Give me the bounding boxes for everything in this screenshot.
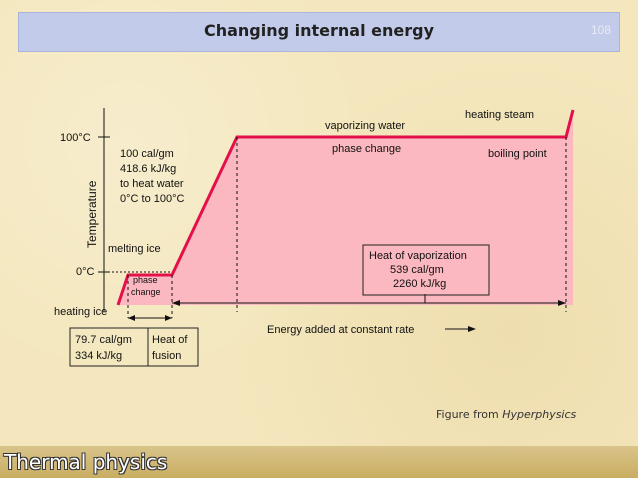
water-line-2: 418.6 kJ/kg (120, 163, 176, 175)
slide-number: 108 (590, 23, 611, 37)
arrowhead-right (558, 300, 566, 306)
footer-title: Thermal physics (4, 450, 168, 474)
credit-prefix: Figure from (436, 408, 503, 421)
heating-curve (116, 109, 575, 306)
energy-axis-arrowhead (468, 326, 476, 332)
figure-credit: Figure from Hyperphysics (436, 408, 576, 421)
y-tick-label-100: 100°C (60, 132, 91, 144)
energy-fill-area (118, 110, 573, 305)
arrowhead-melt-right (165, 315, 172, 321)
vapor-line-2: 539 cal/gm (390, 264, 444, 276)
fusion-box (69, 327, 199, 367)
vapor-line-1: Heat of vaporization (369, 250, 467, 262)
water-line-4: 0°C to 100°C (120, 193, 184, 205)
label-melting-ice: melting ice (108, 243, 161, 255)
slide-title: Changing internal energy (203, 21, 435, 40)
title-bar: Changing internal energy 108 (18, 12, 620, 52)
footer-bar: Thermal physics (0, 446, 638, 478)
label-vaporizing-water: vaporizing water (325, 120, 405, 132)
y-axis-label: Temperature (85, 180, 99, 248)
water-line-1: 100 cal/gm (120, 148, 174, 160)
y-tick-label-0: 0°C (76, 266, 95, 278)
vapor-line-3: 2260 kJ/kg (393, 278, 446, 290)
fusion-value-2: 334 kJ/kg (75, 350, 122, 362)
label-heating-steam: heating steam (465, 109, 534, 121)
label-heating-ice: heating ice (54, 306, 107, 318)
credit-source: Hyperphysics (502, 408, 577, 421)
arrowhead-left (172, 300, 180, 306)
fusion-label-1: Heat of (152, 334, 188, 346)
arrowhead-melt-left (128, 315, 135, 321)
label-phase-change: phase change (332, 143, 401, 155)
water-line-3: to heat water (120, 178, 184, 190)
label-phase: phase (133, 275, 158, 285)
label-boiling-point: boiling point (488, 148, 547, 160)
fusion-value-1: 79.7 cal/gm (75, 334, 132, 346)
x-axis-label: Energy added at constant rate (267, 324, 414, 336)
fusion-label-2: fusion (152, 350, 181, 362)
vaporization-box (362, 244, 490, 296)
label-change: change (131, 287, 161, 297)
